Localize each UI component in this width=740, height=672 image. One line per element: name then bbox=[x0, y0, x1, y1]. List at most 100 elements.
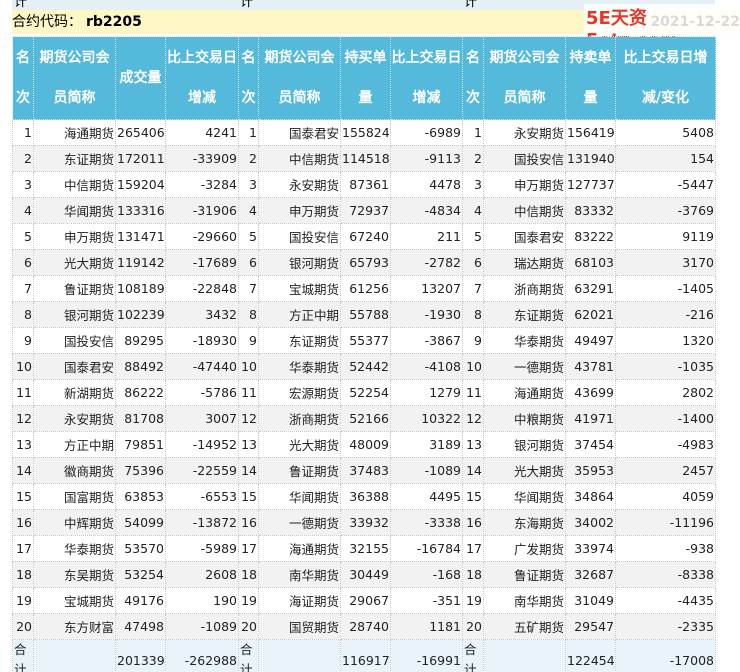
table-cell: 新湖期货 bbox=[33, 379, 116, 406]
strip-label: 计 bbox=[464, 0, 478, 10]
table-cell: 东吴期货 bbox=[33, 561, 116, 588]
table-cell: 47498 bbox=[115, 613, 166, 640]
table-cell: 一德期货 bbox=[483, 353, 566, 380]
column-header: 比上交易日增减/变化 bbox=[615, 36, 716, 120]
table-row: 7 鲁证期货 108189 -22848 7 宝城期货 61256 13207 7 浙商期货 632… bbox=[12, 275, 716, 302]
table-cell: 72937 bbox=[340, 197, 391, 224]
table-cell: 海通期货 bbox=[33, 119, 116, 146]
table-cell: -29660 bbox=[165, 223, 239, 250]
total-row: 合计2013392-262988合计1169179-16991合计1224543… bbox=[12, 639, 716, 672]
table-cell: 2 bbox=[238, 145, 259, 172]
contract-label: 合约代码： bbox=[12, 14, 82, 30]
table-cell: -1089 bbox=[390, 457, 463, 484]
table-cell: -2782 bbox=[390, 249, 463, 276]
table-cell: 3189 bbox=[390, 431, 463, 458]
table-cell: 13207 bbox=[390, 275, 463, 302]
table-cell: -1089 bbox=[165, 613, 239, 640]
table-cell: 14 bbox=[462, 457, 484, 484]
table-cell: 东证期货 bbox=[258, 327, 341, 354]
table-row: 11 新湖期货 86222 -5786 11 宏源期货 52254 1279 11 海通期货 436… bbox=[12, 379, 716, 406]
table-cell: 19 bbox=[12, 587, 34, 614]
table-cell: 10322 bbox=[390, 405, 463, 432]
table-cell: 31049 bbox=[565, 587, 616, 614]
table-cell: -938 bbox=[615, 535, 716, 562]
table-cell: 211 bbox=[390, 223, 463, 250]
table-row: 18 东吴期货 53254 2608 18 南华期货 30449 -168 18 鲁证期货 3268… bbox=[12, 561, 716, 588]
table-row: 14 徽商期货 75396 -22559 14 鲁证期货 37483 -1089 14 光大期货 3… bbox=[12, 457, 716, 484]
table-cell: -11196 bbox=[615, 509, 716, 536]
table-cell: 43781 bbox=[565, 353, 616, 380]
table-row: 20 东方财富 47498 -1089 20 国贸期货 28740 1181 20 五矿期货 295… bbox=[12, 613, 716, 640]
previous-total-strip: 计 计 计 bbox=[12, 0, 715, 10]
table-cell: 33974 bbox=[565, 535, 616, 562]
table-cell: -18930 bbox=[165, 327, 239, 354]
table-cell: -17689 bbox=[165, 249, 239, 276]
table-cell: 5 bbox=[462, 223, 484, 250]
table-cell: 13 bbox=[238, 431, 259, 458]
table-cell: 南华期货 bbox=[483, 587, 566, 614]
table-cell: -6553 bbox=[165, 483, 239, 510]
table-cell: 中信期货 bbox=[258, 145, 341, 172]
table-cell: 国泰君安 bbox=[258, 119, 341, 146]
table-cell: -4834 bbox=[390, 197, 463, 224]
total-label: 合计 bbox=[462, 639, 484, 672]
table-cell: 63291 bbox=[565, 275, 616, 302]
table-cell: -168 bbox=[390, 561, 463, 588]
table-cell: 4059 bbox=[615, 483, 716, 510]
table-cell: 102239 bbox=[115, 301, 166, 328]
table-cell: -33909 bbox=[165, 145, 239, 172]
table-cell: 15 bbox=[238, 483, 259, 510]
table-cell: 16 bbox=[462, 509, 484, 536]
table-cell: 17 bbox=[12, 535, 34, 562]
column-header: 持卖单量 bbox=[565, 36, 616, 120]
table-cell: 49497 bbox=[565, 327, 616, 354]
table-cell: 南华期货 bbox=[258, 561, 341, 588]
table-cell: 4241 bbox=[165, 119, 239, 146]
table-cell: 5 bbox=[12, 223, 34, 250]
table-cell: 65793 bbox=[340, 249, 391, 276]
table-row: 3 中信期货 159204 -3284 3 永安期货 87361 4478 3 申万期货 12773… bbox=[12, 171, 716, 198]
table-cell: 华泰期货 bbox=[483, 327, 566, 354]
table-cell: 一德期货 bbox=[258, 509, 341, 536]
table-cell: 4 bbox=[238, 197, 259, 224]
table-cell: 33932 bbox=[340, 509, 391, 536]
ranking-table: 名次 期货公司会员简称 成交量 比上交易日增减 名次 期货公司会员简称 持买单量 比上交易日增… bbox=[12, 36, 716, 672]
table-cell: 13 bbox=[12, 431, 34, 458]
table-cell: 3 bbox=[462, 171, 484, 198]
table-cell: 6 bbox=[462, 249, 484, 276]
table-cell: 8 bbox=[238, 301, 259, 328]
table-cell: 1279 bbox=[390, 379, 463, 406]
table-cell: 4495 bbox=[390, 483, 463, 510]
table-cell: 9119 bbox=[615, 223, 716, 250]
column-header: 名次 bbox=[12, 36, 34, 120]
table-cell: 133316 bbox=[115, 197, 166, 224]
table-cell: 17 bbox=[462, 535, 484, 562]
table-cell: 国投安信 bbox=[258, 223, 341, 250]
table-cell: 41971 bbox=[565, 405, 616, 432]
column-header: 名次 bbox=[238, 36, 259, 120]
table-cell: 14 bbox=[12, 457, 34, 484]
table-cell: -1400 bbox=[615, 405, 716, 432]
table-cell: 国富期货 bbox=[33, 483, 116, 510]
table-cell: -1405 bbox=[615, 275, 716, 302]
table-cell: 10 bbox=[12, 353, 34, 380]
table-cell: -3867 bbox=[390, 327, 463, 354]
table-cell: -22559 bbox=[165, 457, 239, 484]
table-cell: 20 bbox=[12, 613, 34, 640]
table-cell: -6989 bbox=[390, 119, 463, 146]
table-cell: 8 bbox=[462, 301, 484, 328]
table-cell: 49176 bbox=[115, 587, 166, 614]
table-cell: 东方财富 bbox=[33, 613, 116, 640]
table-cell: 2608 bbox=[165, 561, 239, 588]
table-cell: 海通期货 bbox=[258, 535, 341, 562]
header-row: 名次 期货公司会员简称 成交量 比上交易日增减 名次 期货公司会员简称 持买单量 比上交易日增… bbox=[12, 36, 716, 120]
table-cell: 华闻期货 bbox=[258, 483, 341, 510]
table-cell: 159204 bbox=[115, 171, 166, 198]
table-cell: 2802 bbox=[615, 379, 716, 406]
table-cell: 3 bbox=[238, 171, 259, 198]
table-cell: 2 bbox=[462, 145, 484, 172]
table-row: 10 国泰君安 88492 -47440 10 华泰期货 52442 -4108 10 一德期货 4… bbox=[12, 353, 716, 380]
table-cell: 81708 bbox=[115, 405, 166, 432]
table-cell: -13872 bbox=[165, 509, 239, 536]
table-cell: 东证期货 bbox=[483, 301, 566, 328]
